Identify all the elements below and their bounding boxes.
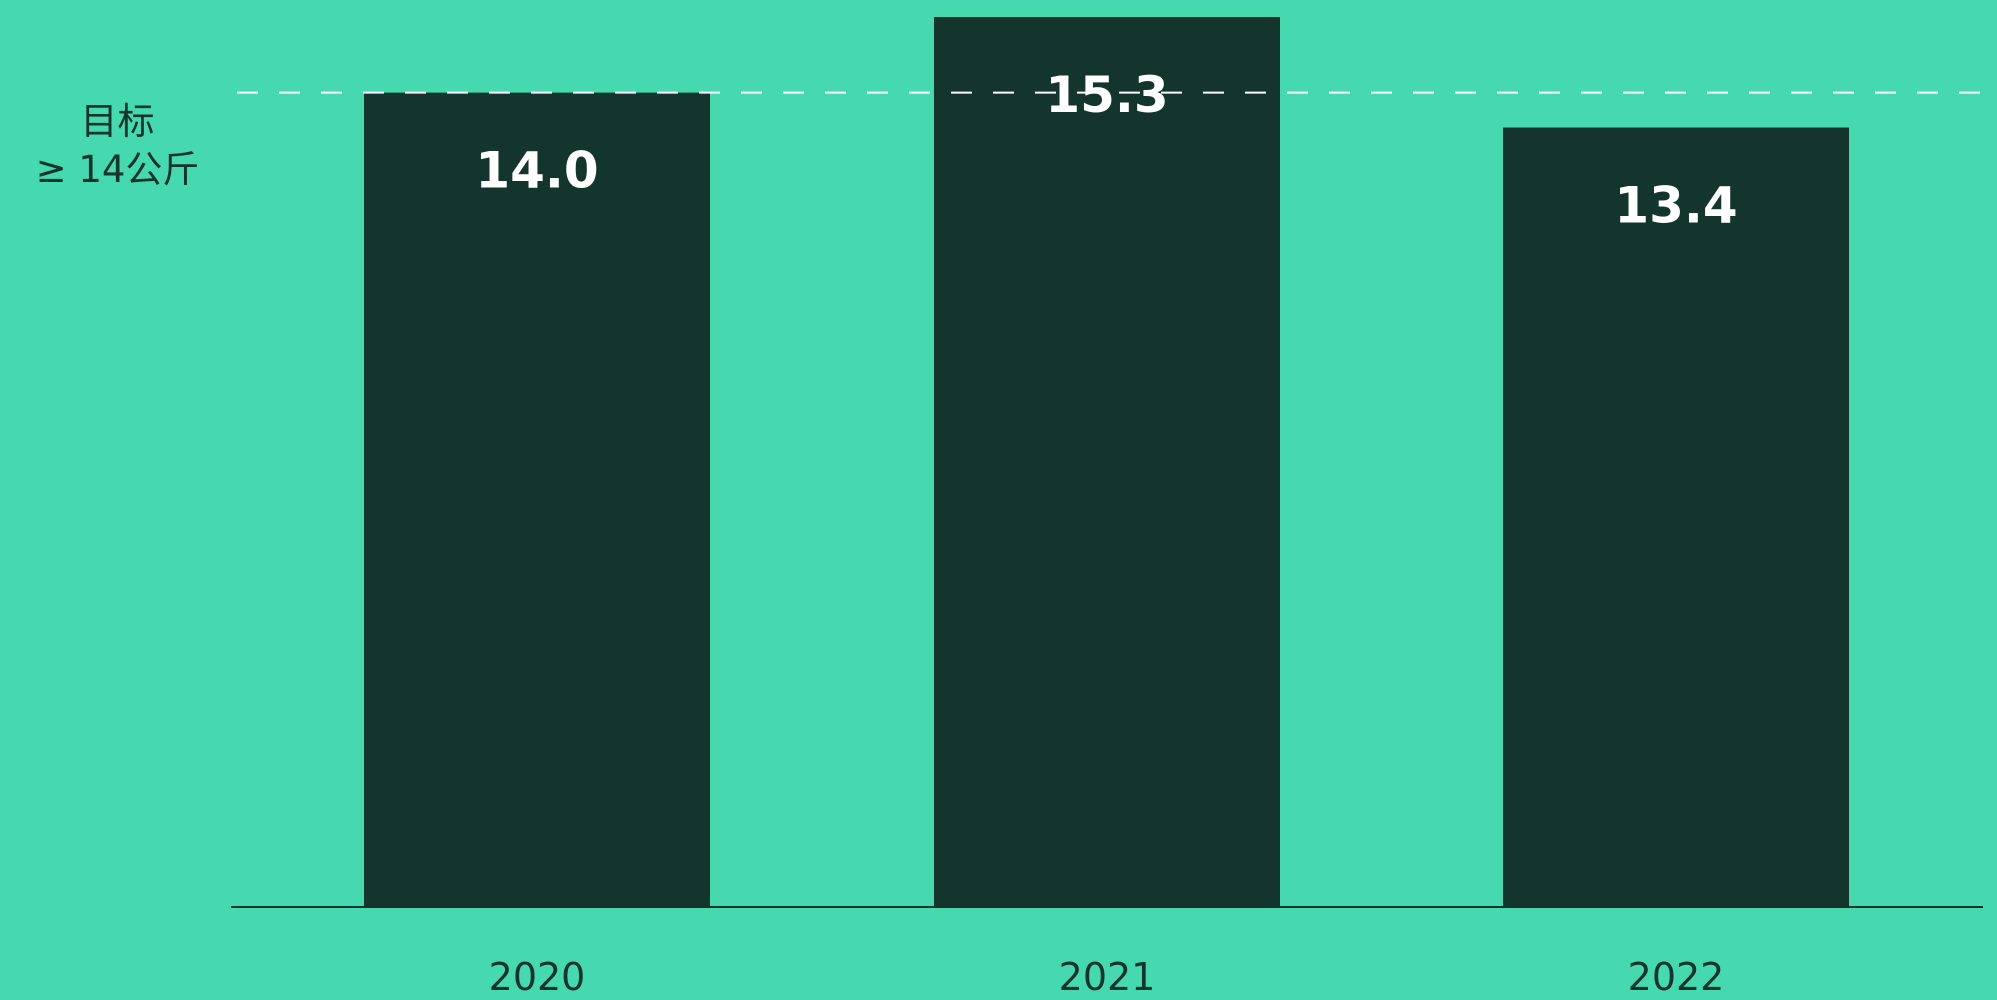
bar-value-label: 14.0 [475, 142, 598, 200]
x-tick-label: 2022 [1628, 955, 1725, 999]
x-tick-label: 2021 [1059, 955, 1156, 999]
x-tick-label: 2020 [489, 955, 586, 999]
bar-value-label: 15.3 [1045, 66, 1168, 124]
bar-2022 [1503, 128, 1849, 907]
bar-2020 [364, 93, 710, 907]
bar-value-label: 13.4 [1614, 177, 1737, 235]
bar-2021 [934, 17, 1280, 907]
